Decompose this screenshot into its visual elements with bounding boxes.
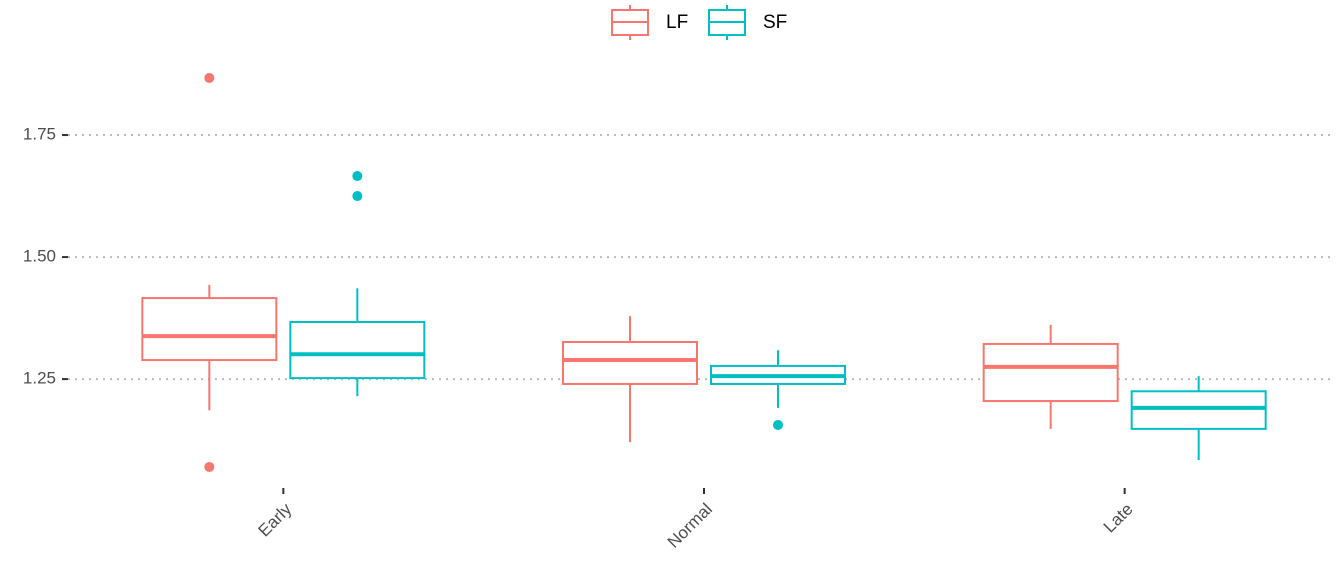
box bbox=[562, 340, 698, 385]
outlier bbox=[773, 419, 783, 430]
x-tick-label: Early bbox=[255, 499, 296, 540]
box bbox=[289, 320, 426, 380]
outlier bbox=[204, 461, 215, 472]
box bbox=[982, 342, 1119, 403]
x-tick-label: Late bbox=[1100, 500, 1137, 537]
outlier bbox=[204, 72, 215, 83]
y-tick-label: 1.75 bbox=[23, 125, 56, 144]
y-tick-label: 1.25 bbox=[23, 369, 56, 388]
box bbox=[1130, 390, 1267, 430]
box bbox=[141, 297, 278, 362]
legend-label: SF bbox=[763, 12, 787, 33]
x-tick-label: Normal bbox=[664, 500, 716, 552]
legend-label: LF bbox=[666, 12, 688, 33]
outlier bbox=[352, 171, 363, 182]
outlier bbox=[352, 191, 363, 202]
y-tick-label: 1.50 bbox=[23, 247, 56, 266]
